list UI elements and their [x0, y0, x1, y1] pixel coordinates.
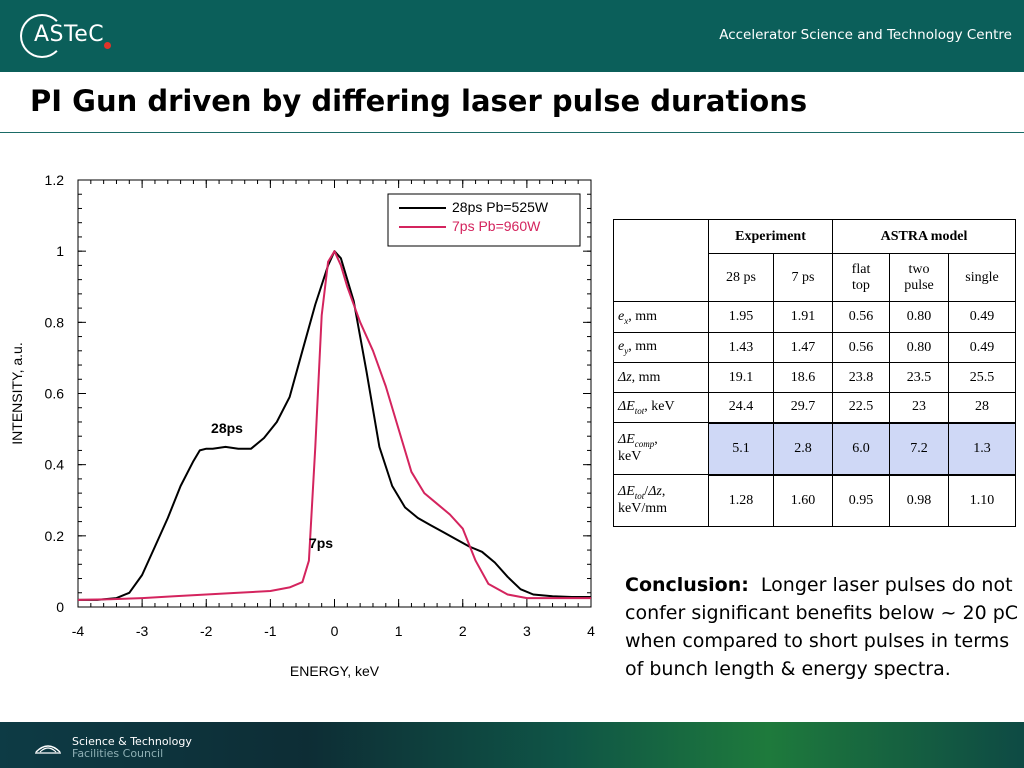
- table-corner-cell: [613, 219, 709, 302]
- table-cell: 23.5: [889, 362, 949, 393]
- x-tick-label: 4: [587, 623, 595, 639]
- table-cell: 0.80: [889, 301, 949, 333]
- series-annotation-28ps: 28ps: [211, 420, 243, 436]
- table-col-header: 28 ps: [708, 253, 774, 302]
- y-tick-label: 0.2: [45, 528, 65, 544]
- logo-text: ASTeC: [34, 22, 105, 47]
- table-cell: 7.2: [889, 421, 949, 476]
- x-tick-label: 2: [459, 623, 467, 639]
- table-cell: 0.80: [889, 332, 949, 363]
- y-tick-label: 0: [56, 599, 64, 615]
- conclusion-text-block: Conclusion: Longer laser pulses do not c…: [625, 571, 1020, 683]
- table-cell: 23.8: [832, 362, 890, 393]
- chart-legend: 28ps Pb=525W 7ps Pb=960W: [387, 193, 581, 247]
- table-cell: 5.1: [708, 421, 774, 476]
- table-row: Δz, mm 19.1 18.6 23.8 23.5 25.5: [613, 362, 1016, 393]
- table-row: ex, mm 1.95 1.91 0.56 0.80 0.49: [613, 301, 1016, 333]
- intensity-energy-chart: -4 -3 -2 -1 0 1 2 3 4 0 0.2 0.4 0.6 0.8 1 1.2 ENERGY, ke…: [9, 172, 595, 679]
- table-cell: 0.98: [889, 474, 949, 527]
- x-tick-label: 1: [395, 623, 403, 639]
- row-label: ΔEtot, keV: [613, 392, 709, 423]
- legend-box: [387, 193, 581, 247]
- y-tick-label: 0.4: [45, 457, 65, 473]
- table-col-header: 7 ps: [773, 253, 833, 302]
- x-axis-label: ENERGY, keV: [290, 663, 380, 679]
- table-col-header: single: [948, 253, 1016, 302]
- table-cell: 1.91: [773, 301, 833, 333]
- title-divider: [0, 132, 1024, 133]
- astec-logo: ASTeC: [20, 12, 120, 58]
- footer-line2: Facilities Council: [72, 747, 164, 760]
- table-row: ΔEtot, keV 24.4 29.7 22.5 23 28: [613, 392, 1016, 423]
- table-cell: 24.4: [708, 392, 774, 423]
- series-line-28ps: [78, 250, 591, 601]
- header-bar: ASTeC Accelerator Science and Technology…: [0, 0, 1024, 72]
- table-cell: 29.7: [773, 392, 833, 423]
- table-row: ΔEtot/Δz, keV/mm 1.28 1.60 0.95 0.98 1.10: [613, 474, 1016, 527]
- table-cell: 0.95: [832, 474, 890, 527]
- row-label: ey, mm: [613, 332, 709, 363]
- table-cell: 0.56: [832, 332, 890, 363]
- organization-name: Accelerator Science and Technology Centr…: [719, 27, 1012, 43]
- x-tick-label: -3: [136, 623, 149, 639]
- table-row-highlighted: ΔEcomp, keV 5.1 2.8 6.0 7.2 1.3: [613, 421, 1016, 476]
- x-tick-label: -2: [200, 623, 213, 639]
- logo-dot-icon: [104, 42, 111, 49]
- series-line-7ps: [77, 250, 591, 601]
- y-tick-label: 0.8: [45, 314, 65, 330]
- table-cell: 2.8: [773, 421, 833, 476]
- row-label: ex, mm: [613, 301, 709, 333]
- conclusion-label: Conclusion:: [625, 574, 749, 596]
- table-col-header: flat top: [832, 253, 890, 302]
- x-tick-label: 3: [523, 623, 531, 639]
- table-cell: 1.3: [948, 421, 1016, 476]
- x-tick-label: -4: [72, 623, 85, 639]
- table-cell: 0.49: [948, 301, 1016, 333]
- footer-org-name: Science & Technology Facilities Council: [72, 736, 192, 760]
- row-label: Δz, mm: [613, 362, 709, 393]
- table-cell: 1.60: [773, 474, 833, 527]
- logo-ring-icon: [20, 14, 64, 58]
- table-cell: 18.6: [773, 362, 833, 393]
- col-header-text: flat top: [851, 261, 871, 293]
- conclusion-text: Longer laser pulses do not confer signif…: [625, 574, 1019, 680]
- col-header-text: two pulse: [904, 261, 934, 293]
- y-tick-label: 1: [56, 243, 64, 259]
- legend-entry: 28ps Pb=525W: [452, 199, 549, 215]
- legend-entry: 7ps Pb=960W: [452, 218, 541, 234]
- table-cell: 0.49: [948, 332, 1016, 363]
- table-group-header: Experiment: [708, 219, 833, 254]
- table-cell: 6.0: [832, 421, 890, 476]
- table-cell: 1.95: [708, 301, 774, 333]
- table-cell: 23: [889, 392, 949, 423]
- footer-bar: Science & Technology Facilities Council: [0, 722, 1024, 768]
- series-annotation-7ps: 7ps: [309, 535, 333, 551]
- table-col-header: two pulse: [889, 253, 949, 302]
- table-cell: 25.5: [948, 362, 1016, 393]
- table-cell: 1.43: [708, 332, 774, 363]
- row-label: ΔEcomp, keV: [613, 422, 709, 475]
- row-label: ΔEtot/Δz, keV/mm: [613, 474, 709, 527]
- y-axis-label: INTENSITY, a.u.: [9, 342, 25, 444]
- stfc-logo-icon: [35, 745, 61, 754]
- slide-title: PI Gun driven by differing laser pulse d…: [30, 84, 808, 118]
- table-cell: 1.28: [708, 474, 774, 527]
- y-tick-label: 1.2: [45, 172, 65, 188]
- table-cell: 0.56: [832, 301, 890, 333]
- table-group-header: ASTRA model: [832, 219, 1016, 254]
- x-tick-label: 0: [331, 623, 339, 639]
- x-tick-label: -1: [264, 623, 277, 639]
- y-tick-label: 0.6: [45, 386, 65, 402]
- table-cell: 28: [948, 392, 1016, 423]
- table-cell: 1.10: [948, 474, 1016, 527]
- results-table: Experiment ASTRA model 28 ps 7 ps flat t…: [613, 219, 1016, 527]
- table-row: ey, mm 1.43 1.47 0.56 0.80 0.49: [613, 332, 1016, 363]
- table-cell: 22.5: [832, 392, 890, 423]
- footer-line1: Science & Technology: [72, 735, 192, 748]
- table-cell: 19.1: [708, 362, 774, 393]
- table-cell: 1.47: [773, 332, 833, 363]
